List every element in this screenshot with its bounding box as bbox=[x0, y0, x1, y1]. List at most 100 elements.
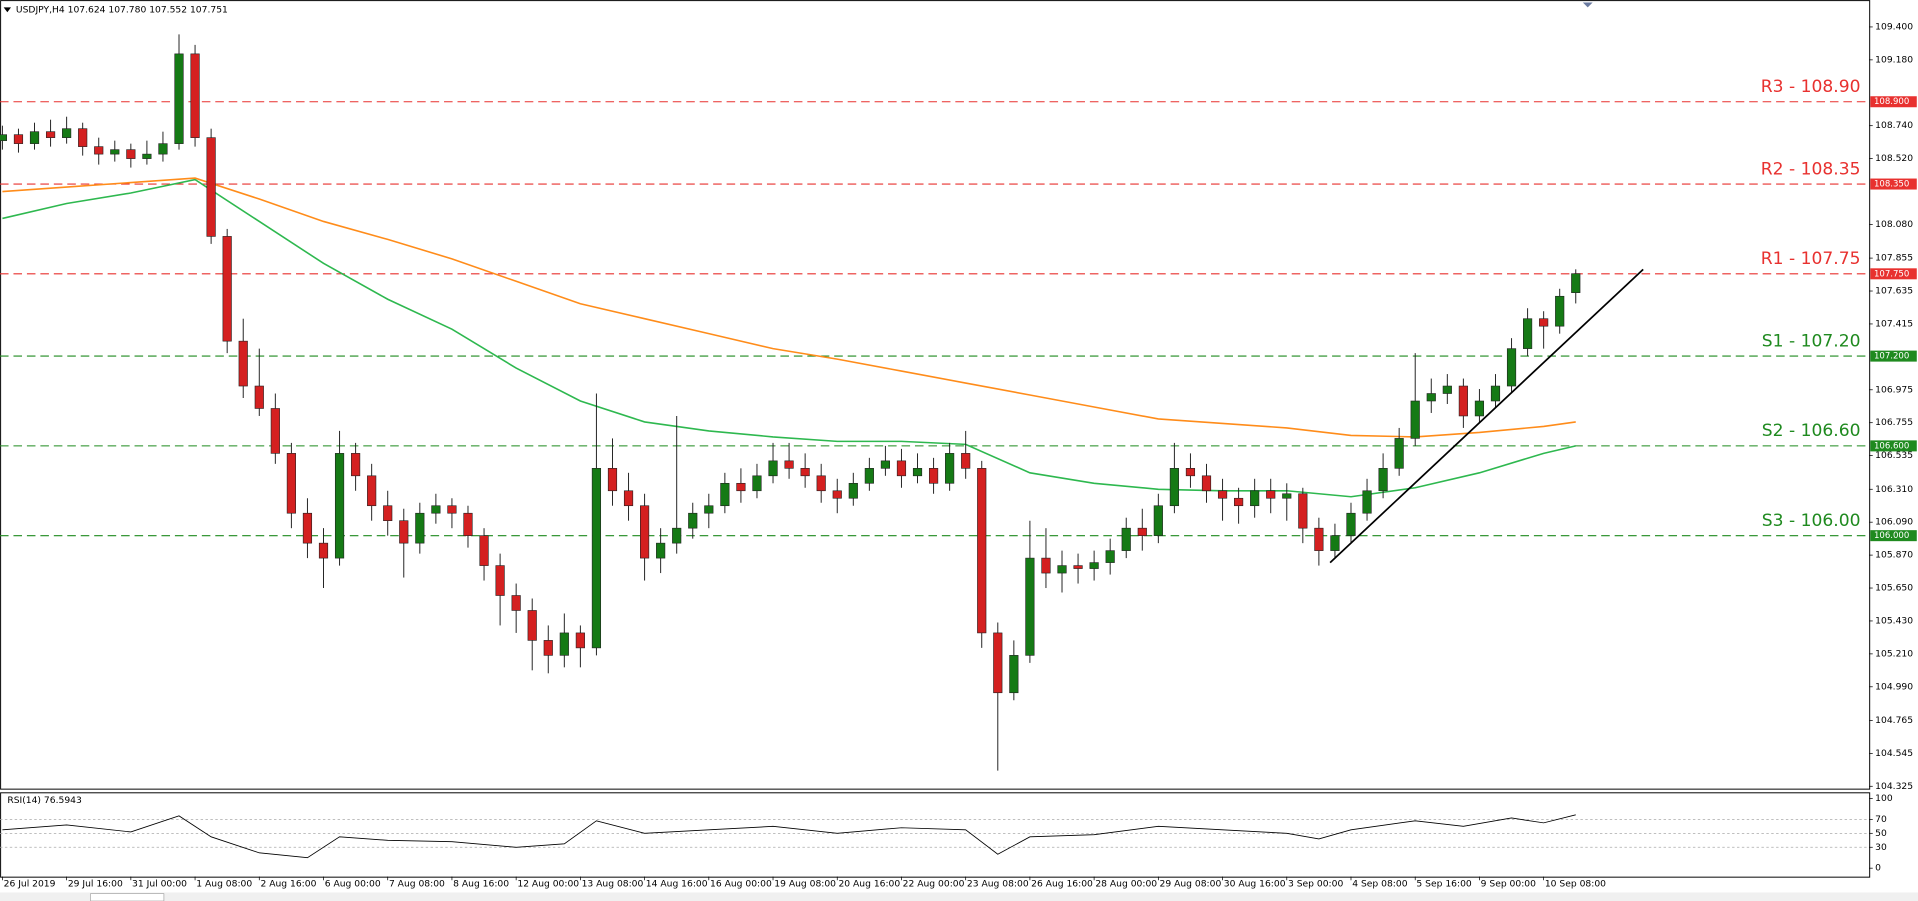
candle-body bbox=[1458, 385, 1468, 417]
candle-body bbox=[768, 460, 778, 477]
candle-body bbox=[1539, 318, 1549, 327]
x-tick-label: 23 Aug 08:00 bbox=[967, 878, 1029, 889]
candle-body bbox=[848, 482, 858, 499]
x-tick-label: 28 Aug 00:00 bbox=[1095, 878, 1157, 889]
candle-body bbox=[254, 385, 264, 409]
candle-body bbox=[1073, 565, 1083, 569]
level-axis-label: 106.000 bbox=[1874, 531, 1909, 541]
y-tick-label: 109.400 bbox=[1875, 21, 1913, 32]
candle-body bbox=[318, 542, 329, 559]
candle-body bbox=[1394, 438, 1404, 469]
candle-body bbox=[1346, 512, 1356, 536]
candle-body bbox=[1201, 475, 1212, 492]
x-tick-label: 22 Aug 00:00 bbox=[903, 878, 965, 889]
candle-body bbox=[945, 453, 955, 484]
candle-body bbox=[238, 340, 248, 387]
candle-body bbox=[334, 453, 345, 559]
candle-body bbox=[1009, 655, 1019, 694]
y-tick-label: 107.415 bbox=[1875, 318, 1913, 329]
candle-body bbox=[800, 468, 810, 477]
candle-body bbox=[928, 468, 939, 484]
x-tick-label: 1 Aug 08:00 bbox=[196, 878, 252, 889]
candle-body bbox=[367, 475, 377, 507]
candle-body bbox=[479, 535, 489, 566]
x-tick-label: 31 Jul 00:00 bbox=[132, 878, 187, 889]
y-tick-label: 108.520 bbox=[1875, 153, 1913, 164]
candle-body bbox=[270, 408, 280, 454]
candle-body bbox=[752, 475, 762, 492]
level-axis-label: 107.200 bbox=[1874, 352, 1909, 362]
level-axis-label: 108.900 bbox=[1874, 97, 1909, 107]
y-tick-label: 105.650 bbox=[1875, 583, 1913, 594]
candle-body bbox=[1137, 527, 1147, 536]
candle-body bbox=[1169, 468, 1179, 507]
x-tick-label: 26 Jul 2019 bbox=[4, 878, 56, 889]
x-tick-label: 4 Sep 08:00 bbox=[1352, 878, 1407, 889]
level-label: R2 - 108.35 bbox=[1761, 159, 1861, 179]
candle-body bbox=[415, 512, 425, 544]
candle-body bbox=[351, 453, 361, 477]
candle-body bbox=[607, 468, 618, 492]
candle-body bbox=[1571, 273, 1581, 293]
level-axis-box bbox=[1870, 350, 1917, 362]
x-tick-label: 30 Aug 16:00 bbox=[1224, 878, 1286, 889]
y-tick-label: 104.990 bbox=[1875, 681, 1913, 692]
tab[interactable] bbox=[90, 893, 165, 901]
rsi-y-tick-label: 100 bbox=[1875, 793, 1893, 804]
candle-body bbox=[704, 505, 714, 514]
candle-body bbox=[864, 468, 874, 484]
candle-body bbox=[1474, 400, 1485, 417]
candle-body bbox=[1426, 393, 1436, 402]
level-label: R1 - 107.75 bbox=[1761, 249, 1861, 269]
y-tick-label: 106.535 bbox=[1875, 450, 1913, 461]
candle-body bbox=[1105, 550, 1115, 563]
candle-body bbox=[45, 131, 56, 138]
candle-body bbox=[1234, 497, 1244, 507]
candle-body bbox=[736, 482, 746, 492]
candle-body bbox=[62, 128, 72, 138]
candle-body bbox=[94, 146, 104, 155]
candle-body bbox=[206, 137, 216, 237]
rsi-panel-frame bbox=[0, 792, 1871, 878]
candle-body bbox=[1378, 468, 1388, 492]
moving-average bbox=[2, 178, 1576, 498]
level-axis-label: 107.750 bbox=[1874, 269, 1909, 279]
y-tick-label: 109.180 bbox=[1875, 54, 1913, 65]
candle-body bbox=[1041, 557, 1051, 574]
y-tick-label: 106.310 bbox=[1875, 484, 1913, 495]
candle-body bbox=[961, 453, 971, 469]
candle-body bbox=[880, 460, 890, 469]
candle-body bbox=[174, 53, 184, 144]
level-axis-box bbox=[1870, 530, 1917, 542]
candle-body bbox=[543, 640, 553, 656]
candle-body bbox=[1217, 490, 1228, 499]
candle-body bbox=[656, 542, 666, 559]
candle-body bbox=[832, 490, 842, 499]
x-tick-label: 12 Aug 00:00 bbox=[517, 878, 579, 889]
x-tick-label: 3 Sep 00:00 bbox=[1288, 878, 1343, 889]
y-tick-label: 107.635 bbox=[1875, 286, 1913, 297]
candle-body bbox=[896, 460, 907, 477]
candle-body bbox=[447, 505, 457, 514]
candle-body bbox=[1153, 505, 1163, 536]
candle-body bbox=[527, 610, 537, 641]
candle-body bbox=[575, 632, 585, 649]
level-label: R3 - 108.90 bbox=[1761, 77, 1861, 97]
header-arrow bbox=[3, 7, 12, 13]
x-tick-label: 13 Aug 08:00 bbox=[582, 878, 644, 889]
candle-body bbox=[286, 453, 296, 514]
rsi-y-tick-label: 0 bbox=[1875, 863, 1881, 874]
y-tick-label: 106.975 bbox=[1875, 384, 1913, 395]
level-axis-box bbox=[1870, 96, 1917, 108]
candle-body bbox=[110, 149, 120, 155]
x-tick-label: 29 Aug 08:00 bbox=[1160, 878, 1222, 889]
main-panel-frame bbox=[0, 0, 1871, 790]
x-tick-label: 14 Aug 16:00 bbox=[646, 878, 708, 889]
candle-body bbox=[1506, 348, 1517, 387]
candle-body bbox=[1555, 295, 1565, 327]
level-axis-label: 106.600 bbox=[1874, 441, 1909, 451]
candle-body bbox=[1410, 400, 1420, 439]
y-tick-label: 108.080 bbox=[1875, 219, 1913, 230]
